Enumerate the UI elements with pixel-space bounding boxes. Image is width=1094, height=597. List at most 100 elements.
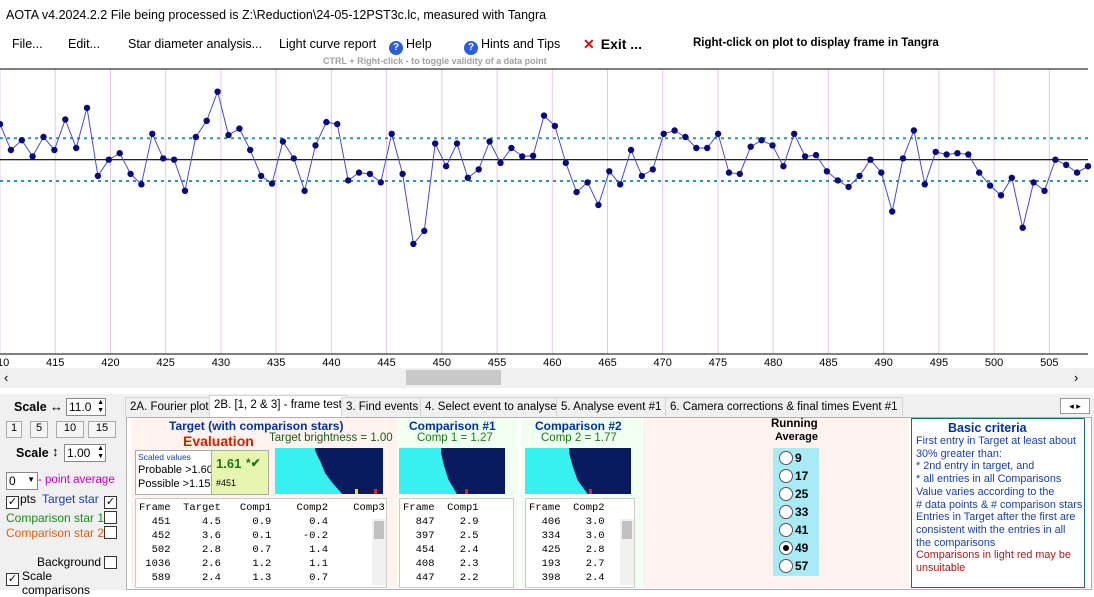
data-point[interactable] xyxy=(127,170,134,178)
data-point[interactable] xyxy=(0,120,4,128)
data-point[interactable] xyxy=(878,169,885,176)
data-point[interactable] xyxy=(236,125,243,132)
data-point[interactable] xyxy=(1019,224,1026,231)
scale-v-spinner[interactable]: 1.00 ▲ ▼ xyxy=(64,444,106,462)
data-point[interactable] xyxy=(736,170,743,178)
data-point[interactable] xyxy=(257,172,265,180)
data-point[interactable] xyxy=(649,166,656,173)
plot-horizontal-scrollbar[interactable]: ‹ › xyxy=(0,368,1094,388)
data-point[interactable] xyxy=(704,144,711,152)
tab-fourier-plot[interactable]: 2A. Fourier plot xyxy=(125,397,214,416)
data-point[interactable] xyxy=(432,140,439,147)
data-point[interactable] xyxy=(312,142,319,149)
tab-select-event[interactable]: 4. Select event to analyse xyxy=(420,397,562,416)
scale-button-1[interactable]: 1 xyxy=(6,421,22,438)
data-point[interactable] xyxy=(94,172,102,180)
data-point[interactable] xyxy=(301,187,308,194)
scroll-thumb[interactable] xyxy=(406,370,501,385)
data-point[interactable] xyxy=(290,155,297,162)
data-point[interactable] xyxy=(83,104,91,112)
checkbox-checked-icon[interactable]: ✓ xyxy=(6,573,19,586)
running-average-option[interactable]: 41 xyxy=(773,523,819,539)
data-point[interactable] xyxy=(1041,187,1048,194)
data-point[interactable] xyxy=(910,127,918,134)
comparison2-table[interactable]: Frame Comp2 406 3.0 334 3.0 425 2.8 193 … xyxy=(525,498,635,588)
point-average-value[interactable]: 0 xyxy=(9,474,16,488)
menu-file[interactable]: File... xyxy=(12,37,43,51)
background-checkbox[interactable] xyxy=(104,556,117,570)
data-point[interactable] xyxy=(921,181,928,188)
comparison1-table[interactable]: Frame Comp1 847 2.9 397 2.5 454 2.4 408 … xyxy=(399,498,514,588)
checkbox-checked-icon[interactable]: ✓ xyxy=(104,496,117,509)
radio-icon[interactable] xyxy=(779,505,793,519)
table-scrollbar[interactable] xyxy=(372,519,386,585)
data-point[interactable] xyxy=(366,170,374,178)
checkbox-icon[interactable] xyxy=(104,526,117,539)
data-point[interactable] xyxy=(62,116,69,123)
checkbox-icon[interactable] xyxy=(104,511,117,524)
data-point[interactable] xyxy=(606,168,613,175)
running-average-option[interactable]: 25 xyxy=(773,487,819,503)
data-point[interactable] xyxy=(399,170,406,178)
menu-help[interactable]: ? Help xyxy=(389,37,432,55)
scroll-left-icon[interactable]: ‹ xyxy=(4,370,9,385)
checkbox-checked-icon[interactable]: ✓ xyxy=(6,496,19,509)
running-average-option[interactable]: 33 xyxy=(773,505,819,521)
comparison2-checkbox[interactable] xyxy=(104,526,117,540)
running-average-option[interactable]: 17 xyxy=(773,469,819,485)
running-average-option[interactable]: 49 xyxy=(773,541,819,557)
menu-exit[interactable]: ✕ Exit ... xyxy=(583,36,642,53)
data-point[interactable] xyxy=(421,227,428,235)
data-point[interactable] xyxy=(170,156,178,163)
spinner-arrows-icon[interactable]: ▲ ▼ xyxy=(97,399,104,414)
data-point[interactable] xyxy=(899,155,907,162)
scale-h-spinner[interactable]: 11.0 ▲ ▼ xyxy=(66,398,106,416)
data-point[interactable] xyxy=(40,133,47,141)
target-table[interactable]: Frame Target Comp1 Comp2 Comp3 451 4.5 0… xyxy=(135,498,387,588)
data-point[interactable] xyxy=(508,144,515,152)
data-point[interactable] xyxy=(943,151,950,158)
tab-scroll-arrows[interactable]: ◂ ▸ xyxy=(1060,398,1090,414)
data-point[interactable] xyxy=(834,177,841,184)
running-average-option[interactable]: 57 xyxy=(773,559,819,575)
data-point[interactable] xyxy=(410,240,417,248)
chevron-down-icon[interactable]: ▼ xyxy=(27,475,35,484)
data-point[interactable] xyxy=(671,127,678,134)
data-point[interactable] xyxy=(279,138,287,145)
scale-button-10[interactable]: 10 xyxy=(56,421,84,438)
data-point[interactable] xyxy=(247,146,254,154)
data-point[interactable] xyxy=(116,150,123,157)
data-point[interactable] xyxy=(475,166,482,173)
data-point[interactable] xyxy=(464,174,471,181)
data-point[interactable] xyxy=(682,133,689,141)
data-point[interactable] xyxy=(932,148,939,156)
radio-selected-icon[interactable] xyxy=(779,541,793,555)
data-point[interactable] xyxy=(203,117,210,124)
data-point[interactable] xyxy=(323,118,330,126)
data-point[interactable] xyxy=(7,146,15,154)
comparison1-checkbox[interactable] xyxy=(104,511,117,525)
scale-v-value[interactable]: 1.00 xyxy=(67,446,91,460)
data-point[interactable] xyxy=(345,177,352,184)
data-point[interactable] xyxy=(519,153,526,160)
data-point[interactable] xyxy=(181,187,189,194)
data-point[interactable] xyxy=(18,137,25,144)
checkbox-icon[interactable] xyxy=(104,556,117,569)
data-point[interactable] xyxy=(627,146,635,154)
data-point[interactable] xyxy=(997,192,1005,199)
table-scrollbar[interactable] xyxy=(620,519,634,585)
scale-h-value[interactable]: 11.0 xyxy=(69,400,92,414)
running-average-option[interactable]: 9 xyxy=(773,451,819,467)
tab-find-events[interactable]: 3. Find events xyxy=(341,397,424,416)
radio-icon[interactable] xyxy=(779,523,793,537)
data-point[interactable] xyxy=(51,146,58,154)
data-point[interactable] xyxy=(268,180,276,187)
point-average-select[interactable]: 0 ▼ xyxy=(6,472,38,490)
data-point[interactable] xyxy=(334,120,341,128)
data-point[interactable] xyxy=(73,144,80,152)
data-point[interactable] xyxy=(693,144,700,152)
radio-icon[interactable] xyxy=(779,487,793,501)
data-point[interactable] xyxy=(225,131,232,139)
data-point[interactable] xyxy=(377,179,384,186)
light-curve-plot[interactable]: 410 415 420 425 430 435 440 445 450 455 460 465 470 4… xyxy=(0,58,1094,368)
